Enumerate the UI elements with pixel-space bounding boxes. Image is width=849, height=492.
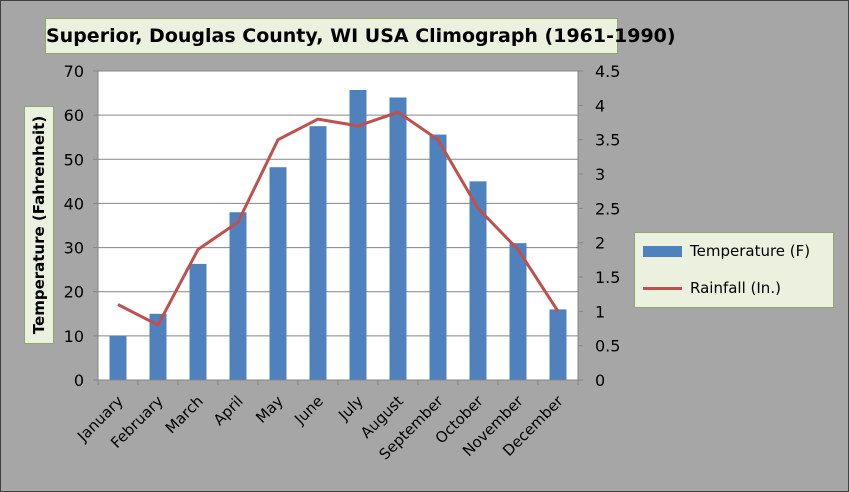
y-axis-title-box: [24, 106, 54, 344]
chart-title: Superior, Douglas County, WI USA Climogr…: [45, 18, 676, 54]
temperature-bar: [429, 134, 447, 380]
axes: [93, 70, 583, 385]
temperature-bar: [309, 126, 327, 380]
right-tick-label: 1: [595, 302, 605, 321]
left-tick-label: 50: [64, 150, 84, 169]
temperature-bars: [109, 89, 567, 380]
right-tick-label: 4.5: [595, 62, 620, 81]
legend-swatch-rainfall: [643, 286, 682, 290]
left-tick-label: 20: [64, 283, 84, 302]
left-tick-label: 30: [64, 239, 84, 258]
temperature-bar: [109, 335, 127, 380]
legend-item-rainfall: Rainfall (In.): [643, 277, 781, 299]
rainfall-line: [117, 110, 560, 327]
legend-item-temperature: Temperature (F): [643, 240, 810, 262]
left-tick-label: 40: [64, 194, 84, 213]
temperature-bar: [509, 243, 527, 380]
left-tick-label: 60: [64, 106, 84, 125]
right-tick-label: 2: [595, 234, 605, 253]
right-tick-label: 0: [595, 371, 605, 390]
temperature-bar: [149, 313, 167, 380]
x-tick-label: May: [252, 392, 287, 427]
temperature-bar: [269, 167, 287, 380]
legend-swatch-temperature: [643, 245, 682, 257]
right-tick-label: 0.5: [595, 337, 620, 356]
temperature-bar: [469, 181, 487, 380]
left-tick-label: 10: [64, 327, 84, 346]
x-tick-label: July: [334, 392, 367, 425]
legend: Temperature (F) Rainfall (In.): [634, 232, 834, 308]
temperature-bar: [229, 212, 247, 380]
plot-area: [98, 71, 578, 380]
right-tick-label: 1.5: [595, 268, 620, 287]
left-tick-label: 0: [74, 371, 84, 390]
legend-label-rainfall: Rainfall (In.): [690, 279, 781, 297]
right-tick-label: 2.5: [595, 199, 620, 218]
right-tick-label: 4: [595, 96, 605, 115]
right-tick-label: 3.5: [595, 131, 620, 150]
x-tick-label: April: [210, 392, 247, 429]
temperature-bar: [389, 97, 407, 380]
x-tick-label: March: [162, 392, 207, 437]
left-tick-label: 70: [64, 62, 84, 81]
temperature-bar: [549, 309, 567, 380]
temperature-bar: [189, 263, 207, 380]
right-tick-label: 3: [595, 165, 605, 184]
temperature-bar: [349, 89, 367, 380]
legend-label-temperature: Temperature (F): [690, 242, 811, 260]
rainfall-line-layer: [117, 110, 560, 327]
x-tick-label: June: [290, 392, 327, 429]
